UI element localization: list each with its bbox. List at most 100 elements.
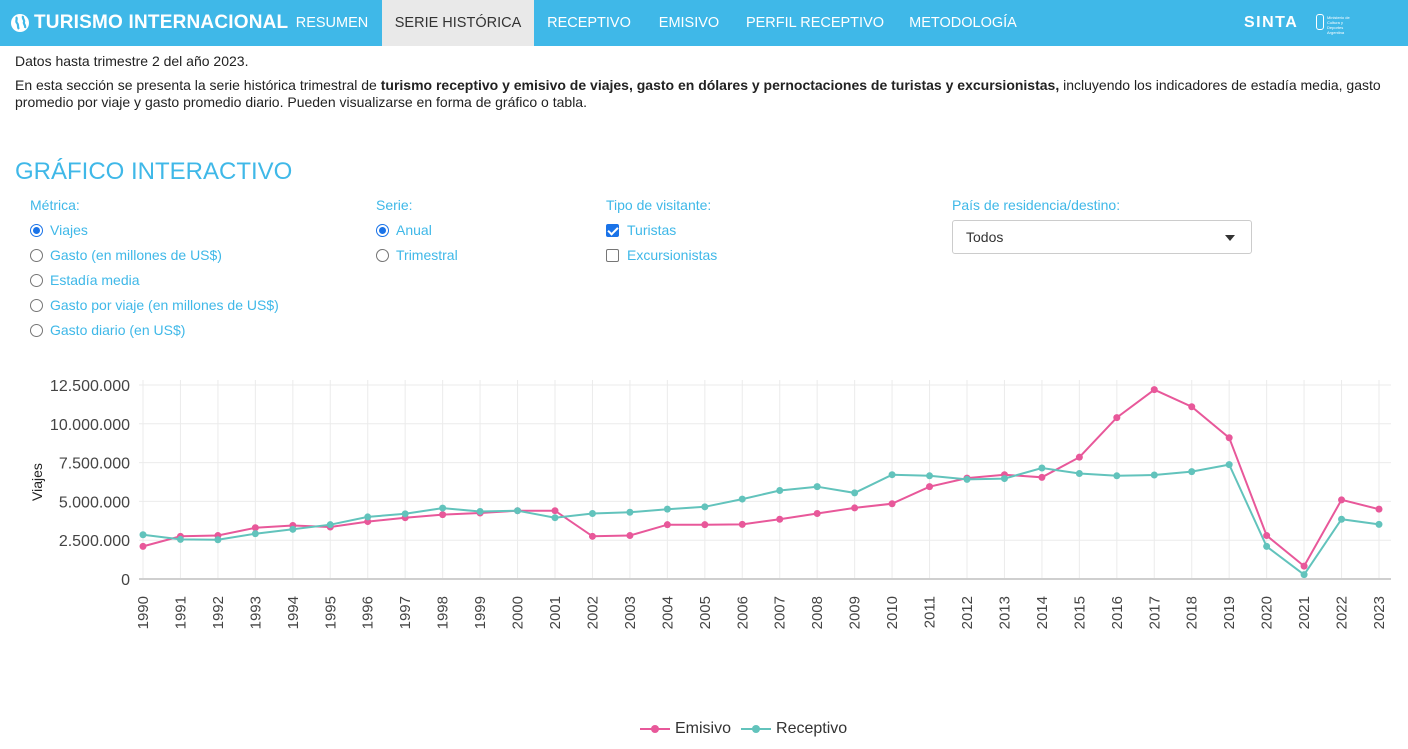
data-point-receptivo — [364, 513, 372, 521]
data-point-receptivo — [1150, 471, 1158, 479]
x-tick-label: 2009 — [847, 596, 864, 629]
data-point-receptivo — [1263, 542, 1271, 550]
data-point-receptivo — [1075, 469, 1083, 477]
data-point-receptivo — [176, 535, 184, 543]
nav-resumen-label: RESUMEN — [295, 15, 369, 31]
option-label: Anual — [396, 222, 432, 238]
y-tick-label: 0 — [121, 572, 130, 589]
data-point-receptivo — [289, 525, 297, 533]
data-point-emisivo — [551, 507, 559, 515]
data-point-emisivo — [1338, 496, 1346, 504]
radio-icon[interactable] — [30, 223, 43, 237]
chart-svg[interactable]: 0 2.500.000 5.000.000 7.500.000 10.000.000 12… — [0, 360, 1408, 749]
nav-metodologia[interactable]: METODOLOGÍA — [896, 0, 1030, 46]
radio-icon[interactable] — [376, 223, 389, 237]
ministerio-text: Ministerio de Cultura y Deportes Argenti… — [1327, 15, 1350, 35]
data-point-receptivo — [888, 471, 896, 479]
chart-legend[interactable]: Emisivo Receptivo — [640, 720, 857, 738]
brand[interactable]: TURISMO INTERNACIONAL — [10, 0, 288, 46]
x-tick-label: 2012 — [959, 596, 976, 629]
data-point-receptivo — [813, 483, 821, 491]
data-point-receptivo — [551, 514, 559, 522]
x-tick-label: 2002 — [584, 596, 601, 629]
nav-receptivo-label: RECEPTIVO — [547, 15, 631, 31]
data-point-receptivo — [214, 536, 222, 544]
data-point-emisivo — [1300, 562, 1308, 570]
x-tick-label: 1993 — [247, 596, 264, 629]
sinta-logo[interactable]: SINTA — [1244, 14, 1299, 31]
data-point-emisivo — [776, 515, 784, 523]
section-title: GRÁFICO INTERACTIVO — [15, 158, 293, 185]
series-line-emisivo — [142, 388, 1380, 568]
data-point-receptivo — [963, 475, 971, 483]
tipo-option-turistas[interactable]: Turistas — [606, 222, 676, 238]
intro-paragraph: En esta sección se presenta la serie his… — [15, 77, 1400, 111]
data-point-emisivo — [139, 542, 147, 550]
x-tick-label: 2011 — [922, 596, 939, 628]
ministerio-logo[interactable]: Ministerio de Cultura y Deportes Argenti… — [1316, 12, 1356, 35]
serie-option-anual[interactable]: Anual — [376, 222, 432, 238]
intro-text-1: En esta sección se presenta la serie his… — [15, 77, 381, 93]
x-tick-label: 2016 — [1109, 596, 1126, 629]
pais-select-value: Todos — [966, 229, 1004, 245]
metrica-option-gasto-diario[interactable]: Gasto diario (en US$) — [30, 322, 185, 338]
radio-icon[interactable] — [30, 273, 43, 287]
nav-serie-historica[interactable]: SERIE HISTÓRICA — [382, 0, 534, 46]
metrica-option-estadia[interactable]: Estadía media — [30, 272, 140, 288]
x-tick-label: 1996 — [360, 596, 377, 629]
x-tick-label: 1990 — [135, 596, 152, 629]
x-tick-label: 2007 — [772, 596, 789, 629]
nav-emisivo[interactable]: EMISIVO — [644, 0, 734, 46]
metrica-option-viajes[interactable]: Viajes — [30, 222, 88, 238]
legend-label-emisivo: Emisivo — [675, 720, 732, 737]
data-point-emisivo — [439, 511, 447, 519]
data-point-receptivo — [663, 505, 671, 513]
nav-perfil-receptivo[interactable]: PERFIL RECEPTIVO — [734, 0, 896, 46]
x-tick-label: 2001 — [547, 596, 564, 629]
x-tick-label: 1992 — [210, 596, 227, 629]
metrica-label: Métrica: — [30, 197, 80, 213]
nav-perfil-receptivo-label: PERFIL RECEPTIVO — [745, 15, 885, 31]
line-chart[interactable]: 0 2.500.000 5.000.000 7.500.000 10.000.000 12… — [0, 360, 1408, 749]
x-tick-label: 1998 — [435, 596, 452, 629]
option-label: Estadía media — [50, 272, 140, 288]
x-tick-label: 1997 — [397, 596, 414, 629]
radio-icon[interactable] — [30, 298, 43, 312]
checkbox-icon[interactable] — [606, 223, 619, 237]
pais-select[interactable]: Todos — [952, 220, 1252, 254]
seal-icon — [1316, 14, 1324, 30]
serie-label: Serie: — [376, 197, 413, 213]
caret-down-icon — [1225, 235, 1235, 241]
option-label: Gasto por viaje (en millones de US$) — [50, 297, 279, 313]
pais-label: País de residencia/destino: — [952, 197, 1121, 213]
serie-option-trimestral[interactable]: Trimestral — [376, 247, 458, 263]
radio-icon[interactable] — [30, 323, 43, 337]
y-tick-label: 12.500.000 — [50, 378, 130, 395]
data-point-emisivo — [1150, 386, 1158, 394]
data-point-emisivo — [888, 500, 896, 508]
x-tick-label: 2008 — [809, 596, 826, 629]
radio-icon[interactable] — [30, 248, 43, 262]
data-point-receptivo — [1188, 468, 1196, 476]
legend-item-emisivo[interactable]: Emisivo — [640, 720, 731, 738]
metrica-option-gasto-por-viaje[interactable]: Gasto por viaje (en millones de US$) — [30, 297, 279, 313]
data-point-receptivo — [1038, 464, 1046, 472]
nav-receptivo[interactable]: RECEPTIVO — [534, 0, 644, 46]
data-point-emisivo — [1075, 453, 1083, 461]
checkbox-icon[interactable] — [606, 248, 619, 262]
data-point-emisivo — [626, 532, 634, 540]
legend-item-receptivo[interactable]: Receptivo — [741, 720, 847, 738]
nav-resumen[interactable]: RESUMEN — [282, 0, 382, 46]
legend-label-receptivo: Receptivo — [776, 720, 848, 737]
data-point-receptivo — [476, 507, 484, 515]
tipo-option-excursionistas[interactable]: Excursionistas — [606, 247, 717, 263]
series-line-receptivo — [142, 463, 1380, 577]
x-tick-label: 2010 — [884, 596, 901, 629]
data-point-receptivo — [401, 510, 409, 518]
option-label: Gasto (en millones de US$) — [50, 247, 222, 263]
y-tick-label: 5.000.000 — [59, 494, 130, 511]
data-point-emisivo — [738, 520, 746, 528]
radio-icon[interactable] — [376, 248, 389, 262]
data-point-receptivo — [439, 504, 447, 512]
metrica-option-gasto[interactable]: Gasto (en millones de US$) — [30, 247, 222, 263]
